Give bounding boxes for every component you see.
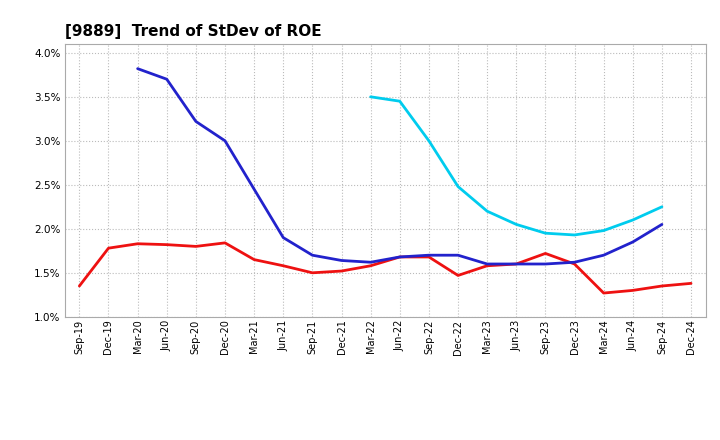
- 7 Years: [629, 217, 637, 223]
- 3 Years: [250, 257, 258, 262]
- 3 Years: [657, 283, 666, 289]
- 3 Years: [163, 242, 171, 247]
- 5 Years: [599, 253, 608, 258]
- 3 Years: [337, 268, 346, 274]
- 7 Years: [541, 231, 550, 236]
- 3 Years: [454, 273, 462, 278]
- 5 Years: [133, 66, 142, 71]
- 5 Years: [425, 253, 433, 258]
- Line: 3 Years: 3 Years: [79, 243, 691, 293]
- 3 Years: [75, 283, 84, 289]
- 3 Years: [687, 281, 696, 286]
- 3 Years: [629, 288, 637, 293]
- 3 Years: [599, 290, 608, 296]
- 7 Years: [657, 204, 666, 209]
- 3 Years: [541, 251, 550, 256]
- 7 Years: [366, 94, 375, 99]
- 3 Years: [570, 261, 579, 267]
- 7 Years: [570, 232, 579, 238]
- 5 Years: [337, 258, 346, 263]
- 7 Years: [483, 209, 492, 214]
- 5 Years: [395, 254, 404, 260]
- 5 Years: [366, 260, 375, 265]
- 3 Years: [395, 254, 404, 260]
- 5 Years: [541, 261, 550, 267]
- 3 Years: [308, 270, 317, 275]
- 3 Years: [279, 263, 287, 268]
- 3 Years: [512, 261, 521, 267]
- 3 Years: [425, 254, 433, 260]
- 5 Years: [512, 261, 521, 267]
- Line: 7 Years: 7 Years: [371, 97, 662, 235]
- 5 Years: [163, 77, 171, 82]
- 5 Years: [308, 253, 317, 258]
- 5 Years: [279, 235, 287, 240]
- 3 Years: [133, 241, 142, 246]
- 7 Years: [454, 184, 462, 189]
- 3 Years: [104, 246, 113, 251]
- 3 Years: [192, 244, 200, 249]
- 7 Years: [395, 99, 404, 104]
- 5 Years: [192, 119, 200, 124]
- 5 Years: [454, 253, 462, 258]
- 5 Years: [483, 261, 492, 267]
- 5 Years: [657, 222, 666, 227]
- 7 Years: [599, 228, 608, 233]
- 5 Years: [629, 239, 637, 245]
- 7 Years: [425, 138, 433, 143]
- 5 Years: [570, 260, 579, 265]
- Line: 5 Years: 5 Years: [138, 69, 662, 264]
- 5 Years: [220, 138, 229, 143]
- 3 Years: [483, 263, 492, 268]
- Text: [9889]  Trend of StDev of ROE: [9889] Trend of StDev of ROE: [65, 24, 321, 39]
- 3 Years: [220, 240, 229, 246]
- 5 Years: [250, 187, 258, 192]
- 7 Years: [512, 222, 521, 227]
- 3 Years: [366, 263, 375, 268]
